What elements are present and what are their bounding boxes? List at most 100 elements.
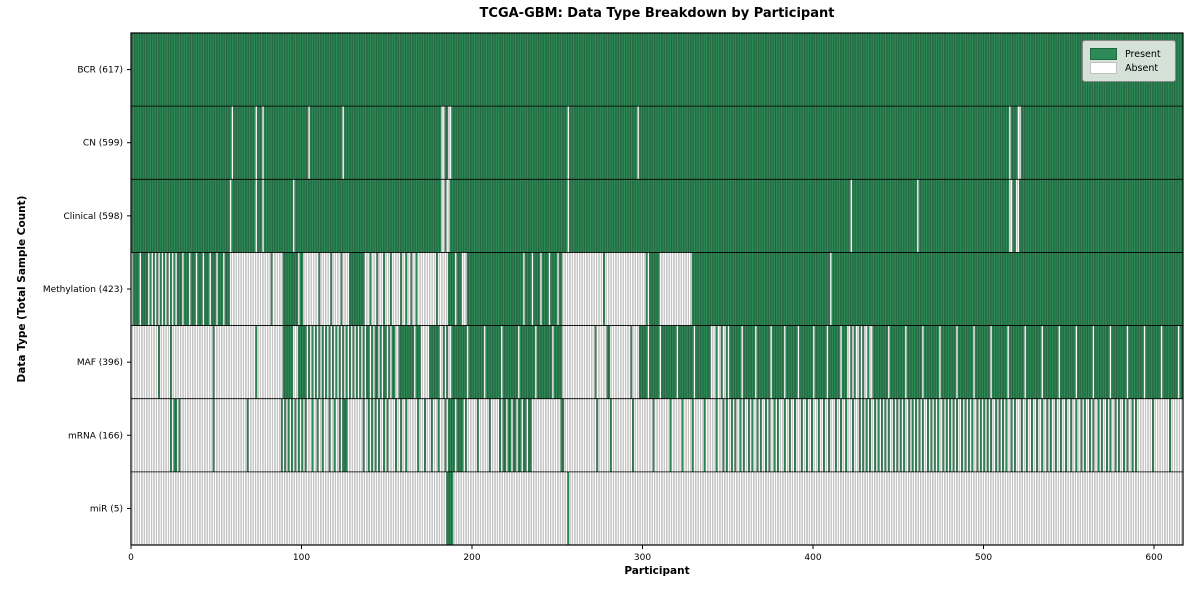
cell-Methylation-359 — [742, 252, 746, 326]
cell-CN-100 — [301, 105, 304, 180]
cell-Methylation-323 — [681, 252, 684, 326]
cell-Methylation-331 — [695, 252, 698, 326]
cell-mRNA-454 — [904, 398, 908, 473]
cell-Methylation-154 — [393, 252, 396, 326]
cell-Clinical-550 — [1068, 179, 1071, 253]
cell-MAF-110 — [318, 325, 321, 399]
cell-MAF-524 — [1024, 325, 1027, 399]
cell-MAF-28 — [178, 325, 181, 399]
cell-mRNA-512 — [1003, 398, 1006, 473]
cell-mRNA-542 — [1054, 398, 1058, 473]
cell-Clinical-377 — [773, 179, 776, 253]
cell-CN-277 — [603, 105, 606, 180]
cell-MAF-518 — [1013, 325, 1017, 399]
cell-Methylation-198 — [468, 252, 471, 326]
cell-BCR-251 — [558, 32, 561, 107]
cell-Methylation-522 — [1020, 252, 1023, 326]
cell-Methylation-570 — [1102, 252, 1105, 326]
cell-Clinical-564 — [1092, 179, 1095, 253]
cell-Clinical-357 — [739, 179, 742, 253]
cell-Methylation-572 — [1106, 252, 1109, 326]
cell-BCR-365 — [753, 32, 756, 107]
cell-MAF-480 — [949, 325, 952, 399]
cell-Clinical-76 — [260, 179, 263, 253]
cell-mRNA-526 — [1027, 398, 1030, 473]
cell-Methylation-430 — [863, 252, 867, 326]
cell-miR-504 — [990, 471, 993, 546]
cell-Clinical-299 — [640, 179, 643, 253]
cell-mRNA-108 — [314, 398, 318, 473]
cell-CN-198 — [468, 105, 471, 180]
cell-BCR-277 — [603, 32, 606, 107]
cell-miR-4 — [137, 471, 140, 546]
cell-Clinical-343 — [715, 179, 718, 253]
cell-Methylation-297 — [637, 252, 640, 326]
cell-BCR-229 — [521, 32, 524, 107]
cell-BCR-223 — [510, 32, 514, 107]
cell-miR-422 — [850, 471, 853, 546]
cell-MAF-482 — [952, 325, 955, 399]
cell-MAF-231 — [524, 325, 527, 399]
cell-Methylation-506 — [993, 252, 996, 326]
cell-mRNA-554 — [1075, 398, 1078, 473]
cell-Clinical-468 — [928, 179, 931, 253]
cell-Clinical-375 — [770, 179, 773, 253]
cell-MAF-484 — [955, 325, 959, 399]
cell-Clinical-40 — [198, 179, 202, 253]
cell-mRNA-486 — [959, 398, 962, 473]
cell-miR-407 — [824, 471, 827, 546]
cell-Clinical-253 — [562, 179, 565, 253]
cell-Methylation-54 — [222, 252, 226, 326]
cell-miR-24 — [171, 471, 174, 546]
cell-MAF-66 — [243, 325, 246, 399]
cell-mRNA-522 — [1020, 398, 1023, 473]
cell-BCR-361 — [746, 32, 749, 107]
cell-Clinical-102 — [304, 179, 307, 253]
cell-Clinical-534 — [1041, 179, 1044, 253]
cell-MAF-556 — [1078, 325, 1081, 399]
cell-Methylation-438 — [877, 252, 880, 326]
cell-MAF-54 — [222, 325, 226, 399]
cell-Clinical-311 — [661, 179, 664, 253]
cell-BCR-403 — [817, 32, 821, 107]
cell-MAF-40 — [198, 325, 202, 399]
cell-miR-444 — [887, 471, 890, 546]
cell-Clinical-295 — [633, 179, 636, 253]
cell-CN-506 — [993, 105, 996, 180]
cell-Clinical-496 — [976, 179, 979, 253]
cell-CN-74 — [256, 105, 260, 180]
cell-CN-367 — [756, 105, 759, 180]
cell-MAF-329 — [691, 325, 694, 399]
cell-BCR-174 — [427, 32, 430, 107]
cell-mRNA-484 — [955, 398, 959, 473]
cell-mRNA-566 — [1095, 398, 1099, 473]
cell-Methylation-170 — [420, 252, 423, 326]
cell-BCR-498 — [979, 32, 983, 107]
cell-Methylation-381 — [780, 252, 783, 326]
cell-mRNA-409 — [828, 398, 831, 473]
cell-mRNA-508 — [996, 398, 1000, 473]
cell-miR-339 — [708, 471, 711, 546]
cell-Methylation-446 — [891, 252, 894, 326]
cell-Clinical-572 — [1106, 179, 1109, 253]
cell-Clinical-84 — [273, 179, 277, 253]
cell-Methylation-68 — [246, 252, 249, 326]
cell-CN-512 — [1003, 105, 1006, 180]
cell-CN-12 — [151, 105, 154, 180]
cell-Methylation-36 — [192, 252, 195, 326]
cell-miR-271 — [592, 471, 596, 546]
cell-miR-124 — [342, 471, 345, 546]
cell-mRNA-174 — [427, 398, 430, 473]
cell-miR-261 — [575, 471, 578, 546]
cell-Clinical-217 — [500, 179, 503, 253]
cell-CN-247 — [551, 105, 555, 180]
cell-MAF-72 — [253, 325, 256, 399]
cell-miR-255 — [565, 471, 568, 546]
cell-Methylation-182 — [441, 252, 444, 326]
cell-mRNA-379 — [776, 398, 780, 473]
cell-BCR-510 — [1000, 32, 1003, 107]
cell-BCR-464 — [921, 32, 925, 107]
cell-MAF-538 — [1048, 325, 1051, 399]
cell-Methylation-608 — [1167, 252, 1170, 326]
cell-MAF-90 — [284, 325, 287, 399]
